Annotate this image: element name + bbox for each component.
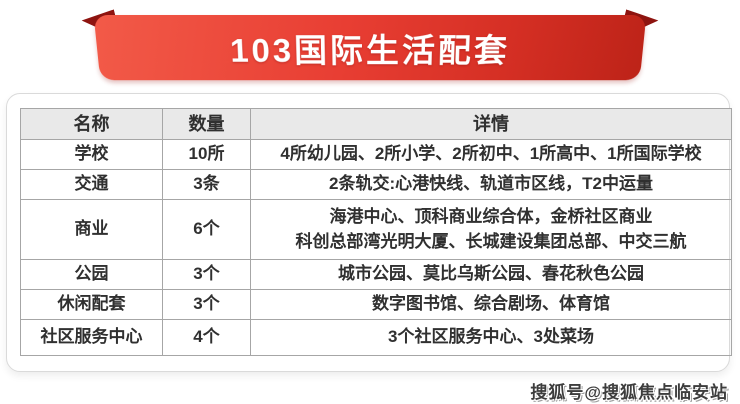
- cell-name: 公园: [20, 259, 163, 291]
- table-row: 休闲配套 3个 数字图书馆、综合剧场、体育馆: [20, 289, 732, 321]
- cell-detail: 海港中心、顶科商业综合体，金桥社区商业 科创总部湾光明大厦、长城建设集团总部、中…: [250, 199, 732, 261]
- table-row: 学校 10所 4所幼儿园、2所小学、2所初中、1所高中、1所国际学校: [20, 139, 732, 171]
- cell-name: 学校: [20, 139, 163, 171]
- cell-detail: 3个社区服务中心、3处菜场: [250, 319, 732, 357]
- cell-qty: 3个: [162, 259, 251, 291]
- amenities-table: 名称 数量 详情 学校 10所 4所幼儿园、2所小学、2所初中、1所高中、1所国…: [20, 107, 732, 357]
- cell-qty: 3条: [162, 169, 251, 201]
- column-header-name: 名称: [20, 107, 163, 141]
- watermark: 搜狐号@搜狐焦点临安站: [530, 383, 728, 402]
- table-row: 社区服务中心 4个 3个社区服务中心、3处菜场: [20, 319, 732, 357]
- detail-line: 城市公园、莫比乌斯公园、春花秋色公园: [338, 264, 644, 284]
- detail-line: 2条轨交:心港快线、轨道市区线，T2中运量: [329, 174, 653, 194]
- banner-section: 103国际生活配套: [0, 0, 740, 95]
- cell-qty: 3个: [162, 289, 251, 321]
- detail-line: 3个社区服务中心、3处菜场: [388, 327, 594, 347]
- cell-qty: 10所: [162, 139, 251, 171]
- detail-line: 数字图书馆、综合剧场、体育馆: [372, 294, 610, 314]
- table-row: 公园 3个 城市公园、莫比乌斯公园、春花秋色公园: [20, 259, 732, 291]
- column-header-detail: 详情: [250, 107, 732, 141]
- table-row: 交通 3条 2条轨交:心港快线、轨道市区线，T2中运量: [20, 169, 732, 201]
- table-header-row: 名称 数量 详情: [20, 107, 732, 141]
- title-ribbon: 103国际生活配套: [93, 15, 647, 81]
- cell-name: 交通: [20, 169, 163, 201]
- cell-detail: 数字图书馆、综合剧场、体育馆: [250, 289, 732, 321]
- cell-qty: 4个: [162, 319, 251, 357]
- cell-qty: 6个: [162, 199, 251, 261]
- page-title: 103国际生活配套: [229, 32, 511, 69]
- detail-line: 4所幼儿园、2所小学、2所初中、1所高中、1所国际学校: [280, 144, 702, 164]
- cell-detail: 4所幼儿园、2所小学、2所初中、1所高中、1所国际学校: [250, 139, 732, 171]
- cell-detail: 城市公园、莫比乌斯公园、春花秋色公园: [250, 259, 732, 291]
- column-header-qty: 数量: [162, 107, 251, 141]
- cell-detail: 2条轨交:心港快线、轨道市区线，T2中运量: [250, 169, 732, 201]
- cell-name: 休闲配套: [20, 289, 163, 321]
- detail-line: 海港中心、顶科商业综合体，金桥社区商业: [329, 206, 653, 226]
- detail-line: 科创总部湾光明大厦、长城建设集团总部、中交三航: [295, 231, 687, 251]
- cell-name: 商业: [20, 199, 163, 261]
- table-row: 商业 6个 海港中心、顶科商业综合体，金桥社区商业 科创总部湾光明大厦、长城建设…: [20, 199, 732, 261]
- cell-name: 社区服务中心: [20, 319, 163, 357]
